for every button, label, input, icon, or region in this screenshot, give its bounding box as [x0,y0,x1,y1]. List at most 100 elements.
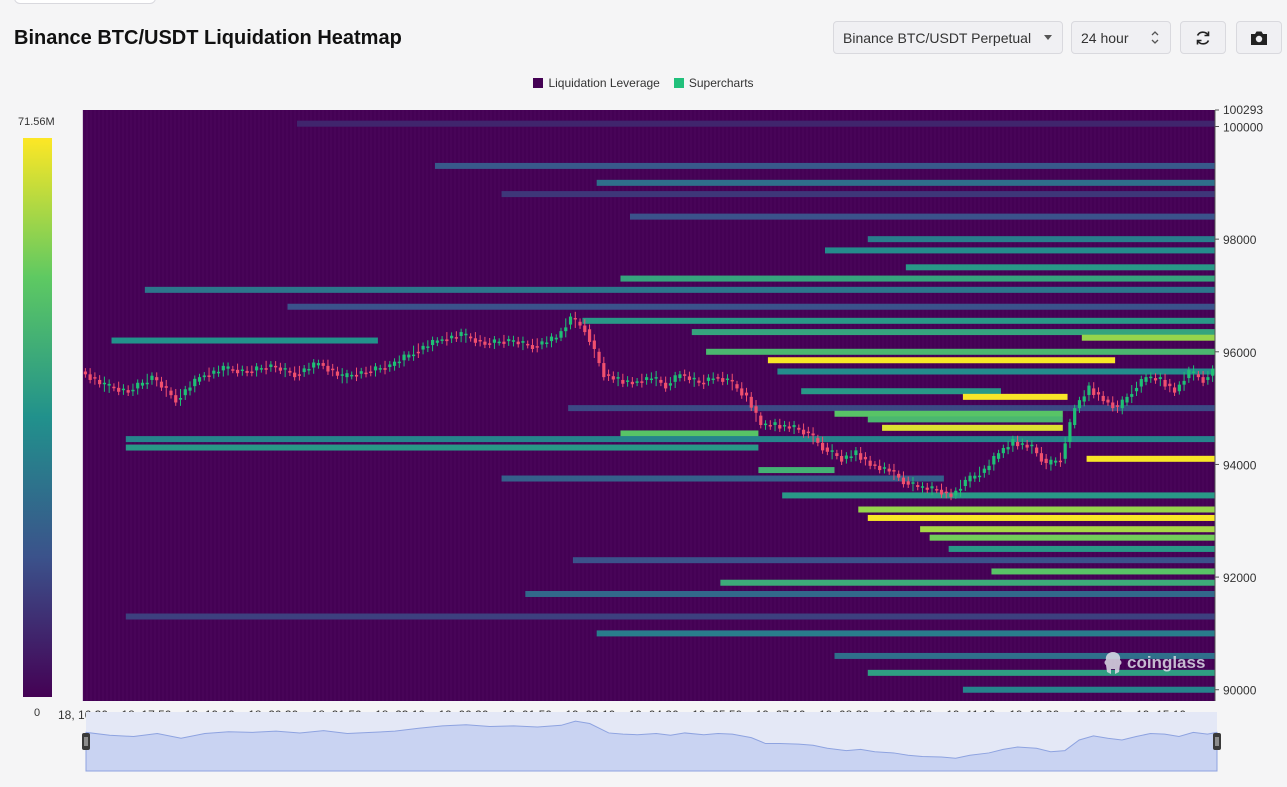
price-candle[interactable] [245,370,249,373]
price-candle[interactable] [1087,385,1091,395]
price-candle[interactable] [88,374,92,380]
price-candle[interactable] [716,377,720,379]
price-candle[interactable] [835,453,839,456]
liquidation-band[interactable] [834,410,1063,417]
price-candle[interactable] [830,450,834,452]
price-candle[interactable] [554,337,558,340]
price-candle[interactable] [302,368,306,373]
price-candle[interactable] [1092,388,1096,395]
liquidation-band[interactable] [125,444,759,451]
liquidation-band[interactable] [948,545,1215,552]
price-candle[interactable] [1125,396,1129,403]
price-candle[interactable] [169,390,173,396]
price-candle[interactable] [155,377,159,381]
price-candle[interactable] [649,378,653,381]
price-candle[interactable] [340,374,344,376]
price-candle[interactable] [954,490,958,496]
price-candle[interactable] [397,361,401,364]
price-candle[interactable] [288,370,292,373]
price-candle[interactable] [811,433,815,436]
price-candle[interactable] [692,377,696,380]
price-candle[interactable] [1049,459,1053,465]
price-candle[interactable] [944,491,948,494]
price-candle[interactable] [911,482,915,484]
price-candle[interactable] [207,375,211,377]
price-candle[interactable] [573,318,577,320]
liquidation-band[interactable] [882,424,1063,431]
liquidation-band[interactable] [691,329,1215,336]
price-candle[interactable] [711,378,715,381]
liquidation-band[interactable] [287,303,1215,310]
price-candle[interactable] [426,346,430,348]
price-candle[interactable] [597,351,601,364]
price-candle[interactable] [759,415,763,426]
price-candle[interactable] [982,468,986,473]
price-candle[interactable] [664,382,668,389]
liquidation-band[interactable] [501,191,1215,198]
liquidation-band[interactable] [568,405,1215,412]
price-candle[interactable] [545,342,549,345]
liquidation-band[interactable] [1086,455,1215,462]
price-candle[interactable] [859,453,863,460]
price-candle[interactable] [469,336,473,339]
price-candle[interactable] [887,468,891,472]
price-candle[interactable] [1201,377,1205,383]
price-candle[interactable] [392,361,397,366]
price-candle[interactable] [1082,396,1086,402]
price-candle[interactable] [293,372,297,378]
price-candle[interactable] [350,374,354,377]
price-candle[interactable] [616,377,620,379]
price-candle[interactable] [1073,408,1077,426]
price-candle[interactable] [816,438,820,443]
price-candle[interactable] [1068,422,1072,442]
price-candle[interactable] [507,339,511,342]
price-candle[interactable] [1063,443,1067,459]
price-candle[interactable] [645,377,649,380]
price-candle[interactable] [654,377,658,379]
price-candle[interactable] [587,329,592,342]
liquidation-band[interactable] [777,368,1215,375]
price-candle[interactable] [683,374,687,376]
price-candle[interactable] [659,379,663,383]
liquidation-band[interactable] [144,286,1216,293]
price-candle[interactable] [801,429,806,435]
price-candle[interactable] [873,464,877,466]
price-candle[interactable] [126,390,130,393]
price-candle[interactable] [326,365,330,372]
liquidation-band[interactable] [1081,334,1215,341]
price-candle[interactable] [1101,395,1105,402]
liquidation-band[interactable] [991,568,1215,575]
price-candle[interactable] [977,475,982,478]
price-candle[interactable] [939,489,944,495]
price-candle[interactable] [264,368,268,370]
price-candle[interactable] [797,427,801,430]
price-candle[interactable] [992,455,996,465]
price-candle[interactable] [221,365,225,371]
price-candle[interactable] [578,321,582,326]
liquidation-band[interactable] [824,247,1215,254]
price-candle[interactable] [906,481,910,485]
price-candle[interactable] [1058,460,1063,463]
price-candle[interactable] [1035,447,1039,454]
price-candle[interactable] [916,485,920,487]
price-candle[interactable] [806,431,810,434]
price-candle[interactable] [1096,392,1101,395]
price-candle[interactable] [1196,374,1200,378]
price-candle[interactable] [968,475,972,482]
price-candle[interactable] [1020,443,1024,445]
price-candle[interactable] [1168,383,1172,387]
price-candle[interactable] [445,339,449,342]
price-candle[interactable] [202,375,206,378]
price-candle[interactable] [540,341,544,345]
price-candle[interactable] [1025,444,1029,448]
price-candle[interactable] [183,389,187,396]
price-candle[interactable] [1106,399,1110,403]
price-candle[interactable] [901,477,906,485]
price-candle[interactable] [530,345,535,349]
navigator-right-handle[interactable] [1213,733,1221,750]
price-candle[interactable] [735,384,739,389]
price-candle[interactable] [1120,399,1124,409]
price-candle[interactable] [259,368,263,370]
price-candle[interactable] [354,374,359,377]
price-candle[interactable] [621,379,625,384]
